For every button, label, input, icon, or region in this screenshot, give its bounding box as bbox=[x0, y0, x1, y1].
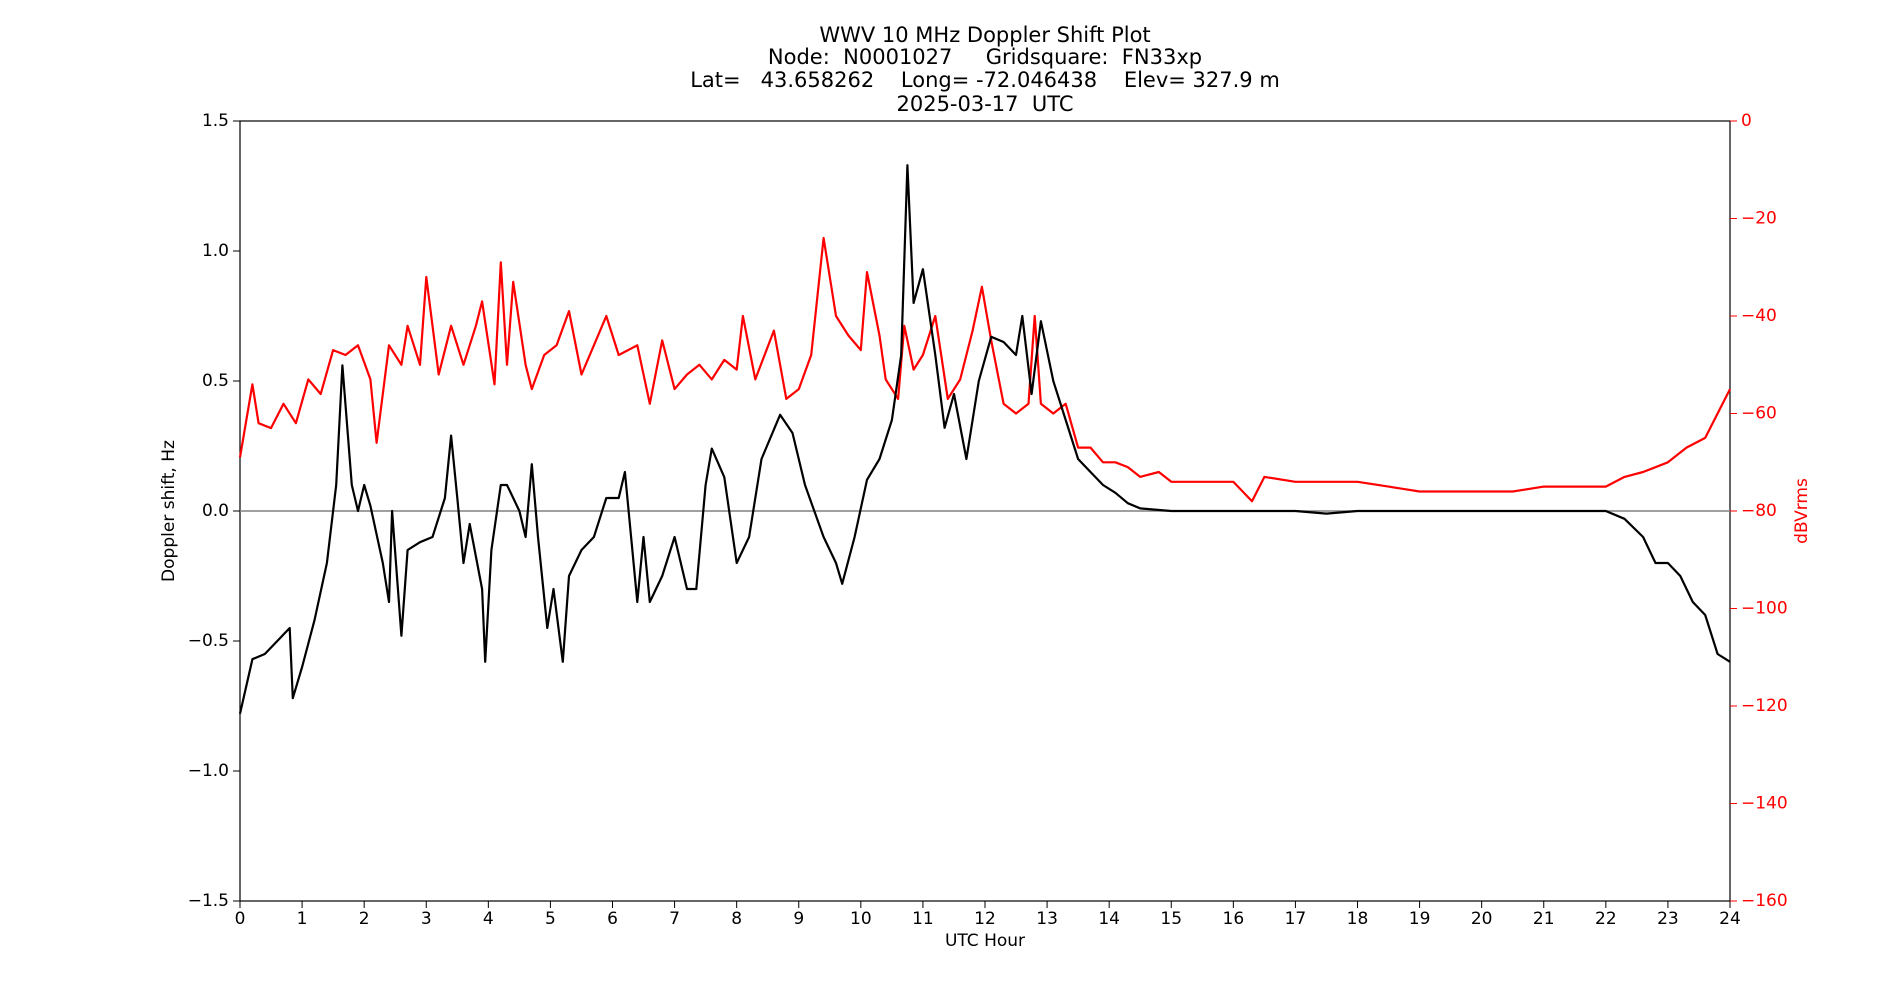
y2-tick-label: −60 bbox=[1741, 404, 1777, 424]
y2-tick-label: −100 bbox=[1741, 599, 1788, 619]
x-tick-label: 6 bbox=[607, 909, 618, 929]
y-tick-label: 0.5 bbox=[202, 371, 229, 391]
x-tick-label: 11 bbox=[912, 909, 934, 929]
x-tick-label: 7 bbox=[669, 909, 680, 929]
chart-subtitle: Node: N0001027 Gridsquare: FN33xp bbox=[768, 45, 1202, 69]
series-line bbox=[238, 164, 1731, 715]
chart-title: WWV 10 MHz Doppler Shift Plot bbox=[819, 23, 1150, 47]
y2-tick-label: −140 bbox=[1741, 794, 1788, 814]
y-tick-label: 1.5 bbox=[202, 111, 229, 131]
y-tick-label: −0.5 bbox=[188, 631, 229, 651]
x-tick-label: 9 bbox=[793, 909, 804, 929]
x-tick-label: 1 bbox=[297, 909, 308, 929]
y-tick-label: −1.0 bbox=[188, 761, 229, 781]
series-line bbox=[238, 236, 1731, 503]
x-tick-label: 0 bbox=[235, 909, 246, 929]
chart-subtitle: 2025-03-17 UTC bbox=[896, 92, 1073, 116]
y2-tick-label: −80 bbox=[1741, 501, 1777, 521]
x-tick-label: 5 bbox=[545, 909, 556, 929]
chart-subtitle: Lat= 43.658262 Long= -72.046438 Elev= 32… bbox=[690, 68, 1280, 92]
x-tick-label: 21 bbox=[1533, 909, 1555, 929]
y-tick-label: 0.0 bbox=[202, 501, 229, 521]
x-tick-label: 17 bbox=[1285, 909, 1307, 929]
y2-axis-label: dBVrms bbox=[1792, 478, 1812, 544]
y2-tick-label: −160 bbox=[1741, 891, 1788, 911]
x-tick-label: 19 bbox=[1409, 909, 1431, 929]
x-tick-label: 16 bbox=[1223, 909, 1245, 929]
x-axis-label: UTC Hour bbox=[945, 931, 1025, 951]
y2-tick-label: −40 bbox=[1741, 306, 1777, 326]
x-tick-label: 10 bbox=[850, 909, 872, 929]
y2-tick-label: 0 bbox=[1741, 111, 1752, 131]
x-tick-label: 13 bbox=[1036, 909, 1058, 929]
y-axis-label: Doppler shift, Hz bbox=[159, 440, 179, 582]
x-tick-label: 12 bbox=[974, 909, 996, 929]
x-tick-label: 20 bbox=[1471, 909, 1493, 929]
x-tick-label: 18 bbox=[1347, 909, 1369, 929]
x-tick-label: 8 bbox=[731, 909, 742, 929]
x-tick-label: 23 bbox=[1657, 909, 1679, 929]
y2-tick-label: −20 bbox=[1741, 209, 1777, 229]
y-tick-label: −1.5 bbox=[188, 891, 229, 911]
y2-tick-label: −120 bbox=[1741, 696, 1788, 716]
x-tick-label: 24 bbox=[1719, 909, 1741, 929]
x-tick-label: 3 bbox=[421, 909, 432, 929]
x-tick-label: 22 bbox=[1595, 909, 1617, 929]
y-tick-label: 1.0 bbox=[202, 241, 229, 261]
x-tick-label: 4 bbox=[483, 909, 494, 929]
x-tick-label: 14 bbox=[1098, 909, 1120, 929]
x-tick-label: 2 bbox=[359, 909, 370, 929]
x-tick-label: 15 bbox=[1160, 909, 1182, 929]
